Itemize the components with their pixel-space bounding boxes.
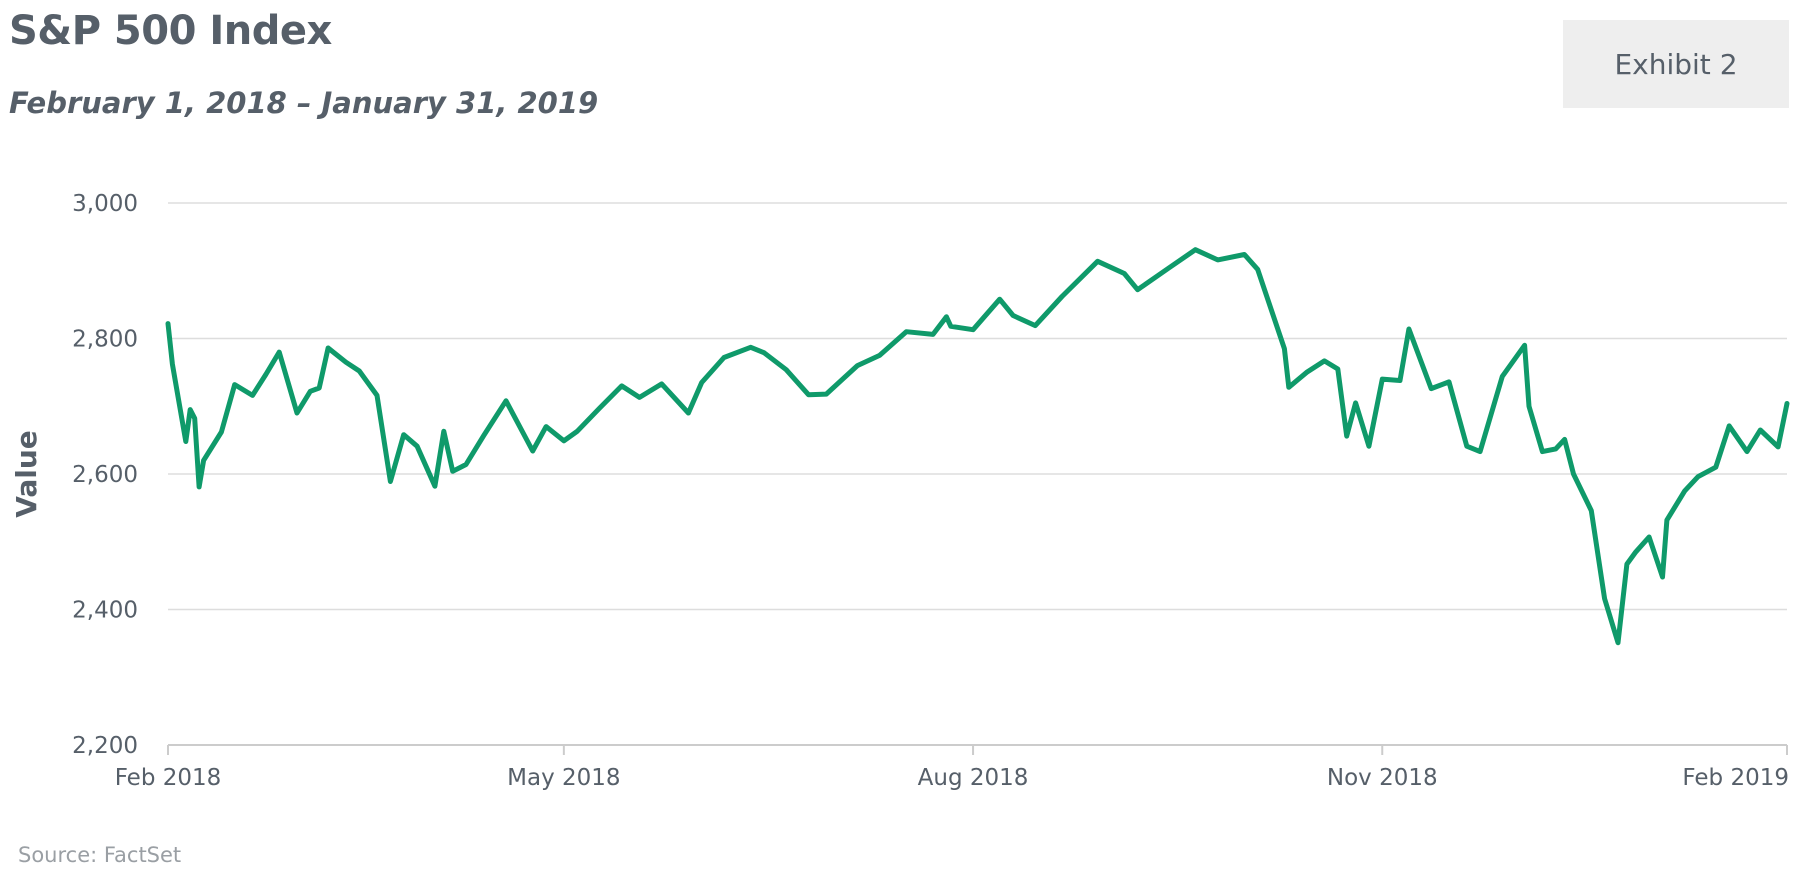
y-axis-label: Value [10, 430, 43, 518]
exhibit-label: Exhibit 2 [1614, 47, 1738, 81]
series-line [165, 247, 1790, 646]
chart-title: S&P 500 Index [9, 8, 332, 54]
y-axis-ticks: 2,200 2,400 2,600 2,800 3,000 [72, 191, 138, 759]
x-tick-label: Feb 2018 [115, 765, 222, 791]
y-tick-label: 2,800 [72, 327, 138, 353]
x-axis: Feb 2018 May 2018 Aug 2018 Nov 2018 Feb 2019 [115, 744, 1789, 791]
x-tick-label: Aug 2018 [918, 765, 1029, 791]
x-tick-label: Nov 2018 [1327, 765, 1438, 791]
exhibit-badge: Exhibit 2 [1563, 20, 1789, 108]
y-tick-label: 3,000 [72, 191, 138, 217]
y-tick-label: 2,200 [72, 733, 138, 759]
series-layer [165, 247, 1790, 646]
source-note: Source: FactSet [18, 843, 182, 867]
x-tick-label: May 2018 [507, 765, 620, 791]
x-tick-label: Feb 2019 [1682, 765, 1789, 791]
gridlines [168, 202, 1787, 611]
y-tick-label: 2,400 [72, 598, 138, 624]
chart-subtitle: February 1, 2018 – January 31, 2019 [9, 86, 599, 120]
y-tick-label: 2,600 [72, 462, 138, 488]
